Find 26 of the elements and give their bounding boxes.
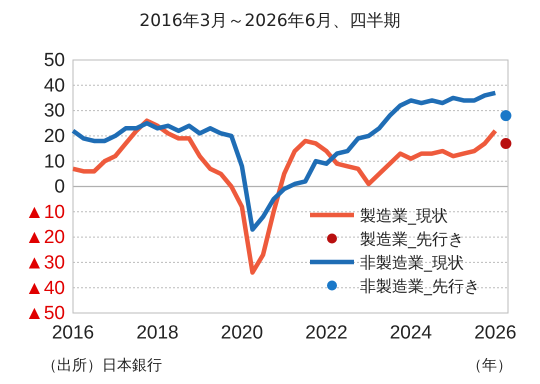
x-tick-label: 2018 — [136, 322, 179, 344]
legend-label: 非製造業_先行き — [360, 276, 480, 296]
y-tick-label: ▲20 — [25, 227, 65, 248]
y-tick-label: ▲50 — [25, 303, 65, 324]
legend-label: 製造業_先行き — [360, 230, 464, 248]
y-tick-label: 20 — [44, 126, 65, 147]
x-tick-label: 2024 — [390, 322, 432, 344]
y-tick-label: 40 — [44, 75, 65, 96]
y-tick-label: 50 — [44, 50, 65, 72]
x-tick-label: 2016 — [52, 322, 94, 344]
x-tick-label: 2026 — [474, 322, 516, 344]
y-tick-label: ▲30 — [25, 252, 65, 274]
y-tick-label: 10 — [44, 151, 65, 172]
x-tick-label: 2022 — [305, 322, 348, 344]
y-tick-label: ▲10 — [25, 202, 65, 223]
line-series — [70, 118, 498, 275]
line-series — [70, 90, 498, 232]
text: （出所）日本銀行 — [42, 356, 162, 374]
chart-title: 2016年3月～2026年6月、四半期 — [139, 11, 401, 31]
legend-label: 製造業_現状 — [360, 206, 448, 225]
legend-label: 非製造業_現状 — [360, 253, 464, 272]
x-tick-label: 2020 — [220, 322, 264, 344]
y-tick-label: 30 — [44, 100, 65, 122]
y-tick-label: ▲40 — [25, 278, 65, 299]
y-tick-label: 0 — [54, 176, 65, 198]
text: （年） — [467, 356, 512, 374]
